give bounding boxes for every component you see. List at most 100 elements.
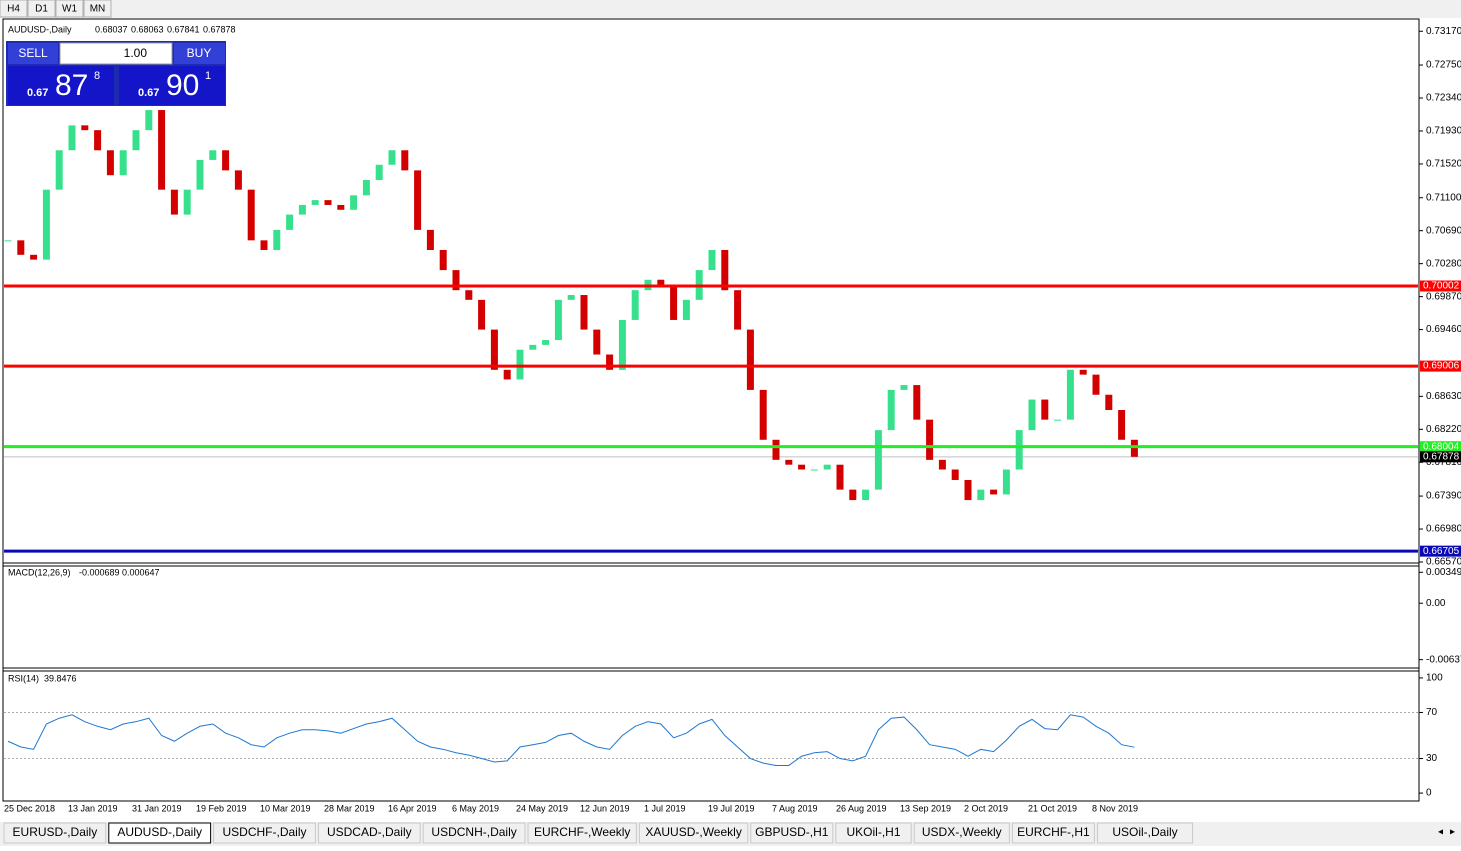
lot-input[interactable]	[59, 42, 173, 65]
candle	[94, 130, 102, 151]
tab-label[interactable]: USOil-,Daily	[1112, 825, 1177, 839]
sell-label[interactable]: SELL	[18, 46, 48, 60]
candle	[1015, 430, 1023, 470]
tab[interactable]	[3, 822, 107, 844]
candle	[222, 150, 230, 171]
buy-label[interactable]: BUY	[187, 46, 212, 60]
lot-value[interactable]: 1.00	[124, 46, 148, 60]
candle	[670, 284, 678, 320]
candle	[490, 329, 498, 370]
candle	[593, 329, 601, 355]
candle	[810, 469, 818, 471]
tab[interactable]	[750, 822, 834, 844]
candle	[990, 489, 998, 495]
x-tick-label: 19 Feb 2019	[196, 803, 247, 813]
tab[interactable]	[213, 822, 316, 844]
buy-button[interactable]	[174, 43, 225, 64]
x-tick-label: 7 Aug 2019	[772, 803, 818, 813]
bid-small[interactable]: 8	[94, 70, 100, 82]
candle	[1079, 369, 1087, 375]
y-tick-label: 0.67390	[1426, 491, 1461, 502]
timeframe-button[interactable]	[83, 0, 112, 18]
candle	[567, 295, 575, 300]
timeframe-button[interactable]	[0, 0, 28, 18]
candle	[580, 295, 588, 330]
tab-label[interactable]: EURCHF-,H1	[1017, 825, 1090, 839]
candle	[337, 204, 345, 210]
tab-scroll-right[interactable]: ▸	[1450, 827, 1455, 838]
bid-prefix[interactable]: 0.67	[27, 87, 48, 99]
x-tick-label: 19 Jul 2019	[708, 803, 755, 813]
candle	[145, 110, 153, 131]
ask-main[interactable]: 90	[166, 69, 199, 102]
candle	[350, 195, 358, 210]
tab[interactable]	[638, 822, 749, 844]
y-tick-label: 0.71100	[1426, 192, 1461, 203]
timeframe-label[interactable]: MN	[90, 4, 106, 15]
y-tick-label: 0.70280	[1426, 258, 1461, 269]
price-level-label: 0.66705	[1423, 546, 1460, 557]
candle	[132, 130, 140, 151]
price-level-tag	[1420, 360, 1461, 372]
tab-scroll-left[interactable]: ◂	[1438, 827, 1443, 838]
x-tick-label: 12 Jun 2019	[580, 803, 630, 813]
y-tick-label: 0.69460	[1426, 324, 1461, 335]
tab[interactable]	[422, 822, 526, 844]
candle	[401, 150, 409, 171]
timeframe-button[interactable]	[27, 0, 56, 18]
y-tick-label: 0.68630	[1426, 391, 1461, 402]
x-tick-label: 24 May 2019	[516, 803, 568, 813]
tab[interactable]	[1096, 822, 1194, 844]
tab-label[interactable]: XAUUSD-,Weekly	[645, 825, 741, 839]
candle	[938, 459, 946, 470]
timeframe-label[interactable]: H4	[7, 4, 20, 15]
candle	[772, 439, 780, 460]
tab[interactable]	[317, 822, 421, 844]
sell-button[interactable]	[8, 43, 58, 64]
tab[interactable]	[1011, 822, 1095, 844]
tab-label[interactable]: EURCHF-,Weekly	[534, 825, 630, 839]
candle	[1105, 394, 1113, 411]
tab-label[interactable]: USDCAD-,Daily	[327, 825, 412, 839]
ask-prefix[interactable]: 0.67	[138, 87, 159, 99]
tab-label[interactable]: AUDUSD-,Daily	[117, 825, 202, 839]
tab-label[interactable]: GBPUSD-,H1	[755, 825, 829, 839]
bid-main[interactable]: 87	[55, 69, 88, 102]
quote-close: 0.67878	[203, 24, 236, 34]
x-tick-label: 13 Jan 2019	[68, 803, 118, 813]
tab[interactable]	[835, 822, 912, 844]
candle	[606, 354, 614, 370]
ask-small[interactable]: 1	[205, 70, 211, 82]
bid-box[interactable]	[8, 66, 114, 105]
tab-label[interactable]: USDCNH-,Daily	[431, 825, 516, 839]
tab[interactable]	[527, 822, 637, 844]
active-tab[interactable]	[108, 822, 212, 844]
tab-label[interactable]: USDX-,Weekly	[922, 825, 1002, 839]
tab[interactable]	[913, 822, 1010, 844]
candle	[1092, 374, 1100, 395]
candle	[964, 479, 972, 501]
candle	[708, 249, 716, 271]
candle	[439, 249, 447, 271]
tab-label[interactable]: UKOil-,H1	[846, 825, 900, 839]
candle	[913, 385, 921, 420]
candle	[554, 299, 562, 341]
candle	[68, 125, 76, 151]
candle	[785, 459, 793, 465]
x-tick-label: 16 Apr 2019	[388, 803, 437, 813]
timeframe-label[interactable]: W1	[62, 4, 77, 15]
candle	[1054, 419, 1062, 421]
candle	[926, 419, 934, 460]
candle	[849, 489, 857, 501]
timeframe-label[interactable]: D1	[35, 4, 48, 15]
price-level-label: 0.68004	[1423, 441, 1460, 452]
candle	[542, 340, 550, 345]
timeframe-button[interactable]	[55, 0, 84, 18]
tab-label[interactable]: USDCHF-,Daily	[223, 825, 307, 839]
rsi-y-tick-label: 70	[1426, 707, 1438, 718]
candle	[362, 180, 370, 196]
tab-label[interactable]: EURUSD-,Daily	[13, 825, 98, 839]
ask-box[interactable]	[119, 66, 225, 105]
candle	[951, 469, 959, 480]
candle	[273, 229, 281, 250]
